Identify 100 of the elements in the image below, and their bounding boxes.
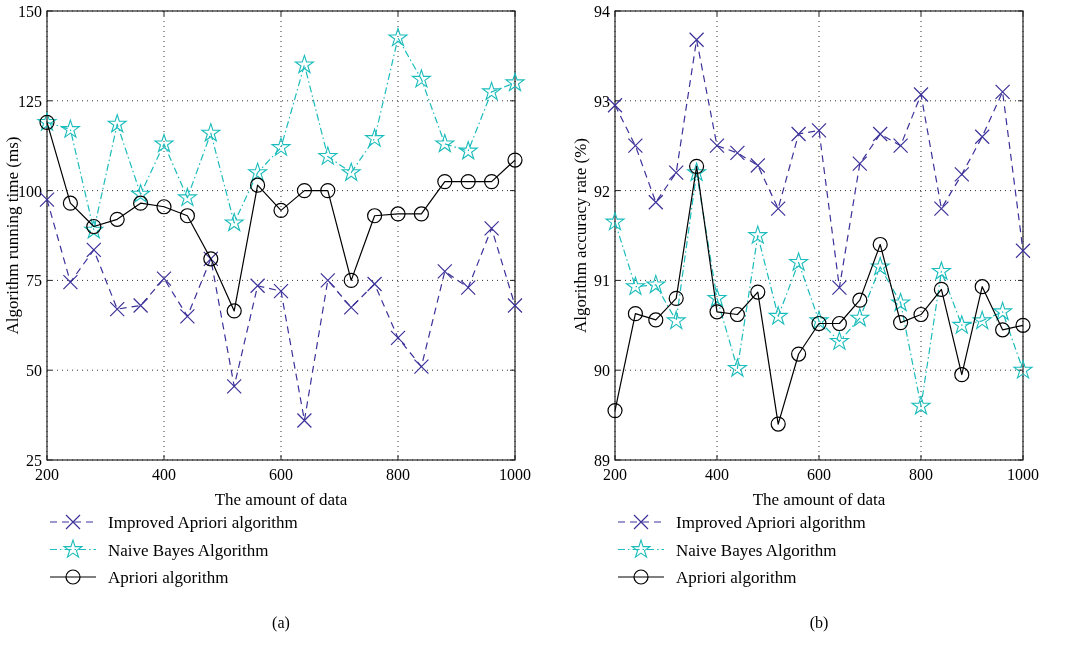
point [933, 200, 949, 217]
x-tick-label: 800 [386, 466, 410, 483]
point [131, 184, 151, 203]
legend-label: Naive Bayes Algorithm [108, 540, 269, 560]
point [850, 308, 870, 327]
point [709, 304, 725, 320]
point [748, 225, 768, 244]
point [852, 156, 868, 172]
point [789, 252, 809, 271]
point [625, 276, 645, 295]
y-tick-label: 92 [594, 182, 610, 200]
point [707, 288, 727, 307]
legend-label: Improved Apriori algorithm [676, 513, 866, 532]
legend-label: Naive Bayes Algorithm [676, 540, 837, 560]
point [250, 278, 266, 294]
point [829, 331, 849, 350]
point [891, 292, 911, 312]
point [271, 137, 291, 156]
x-axis-title: The amount of data [752, 490, 886, 509]
point [666, 310, 686, 329]
point [460, 174, 476, 190]
point [648, 194, 664, 210]
point [952, 315, 972, 334]
point [413, 359, 429, 375]
point [177, 187, 197, 206]
y-tick-label: 94 [594, 3, 610, 20]
point [911, 396, 931, 415]
point [60, 119, 80, 138]
point [995, 84, 1011, 100]
point [320, 183, 336, 199]
point [750, 284, 766, 300]
point [458, 141, 478, 160]
point [388, 27, 408, 47]
point [437, 174, 453, 190]
point [972, 310, 992, 329]
point [913, 306, 929, 323]
point [974, 129, 990, 145]
point [852, 292, 868, 308]
point [627, 138, 643, 154]
point [86, 242, 102, 258]
point [727, 358, 747, 377]
point [831, 279, 847, 296]
y-tick-label: 91 [594, 272, 610, 290]
point [62, 195, 78, 211]
point [62, 274, 78, 290]
x-tick-label: 400 [705, 466, 729, 483]
y-axis-title: Algorithm accuracy rate (%) [571, 138, 590, 333]
point [791, 346, 807, 362]
x-tick-label: 200 [603, 466, 627, 483]
point [367, 276, 383, 292]
point [250, 177, 266, 193]
point [296, 412, 312, 429]
point [273, 202, 289, 218]
point [179, 208, 195, 224]
point [791, 126, 807, 142]
point [390, 330, 406, 346]
point [294, 54, 314, 74]
point [460, 279, 476, 296]
y-tick-label: 125 [18, 92, 42, 110]
x-tick-label: 600 [269, 466, 293, 483]
point [365, 128, 385, 147]
x-tick-label: 800 [909, 466, 933, 483]
point [226, 378, 242, 394]
point [109, 301, 125, 317]
point [109, 211, 125, 227]
point [133, 195, 149, 211]
point [84, 220, 104, 239]
point [226, 303, 242, 319]
legend-label: Apriori algorithm [108, 568, 229, 587]
y-tick-label: 90 [594, 362, 610, 380]
point [411, 69, 431, 88]
point [646, 274, 666, 294]
point [507, 297, 523, 314]
point [224, 212, 244, 232]
point [974, 279, 990, 295]
point [687, 162, 707, 181]
point [729, 145, 745, 161]
point [107, 114, 127, 133]
point [933, 281, 949, 297]
x-tick-label: 1000 [499, 466, 531, 483]
point [1015, 317, 1031, 333]
point [437, 263, 453, 280]
point [156, 199, 172, 215]
point [668, 165, 684, 181]
point [954, 367, 970, 383]
point [248, 162, 268, 181]
x-tick-label: 400 [152, 466, 176, 483]
point [1015, 243, 1031, 259]
point [343, 272, 359, 288]
y-tick-label: 150 [18, 3, 42, 20]
point [154, 133, 174, 153]
point [367, 208, 383, 224]
x-tick-label: 1000 [1007, 466, 1039, 483]
x-axis-title: The amount of data [214, 490, 348, 509]
point [809, 310, 829, 329]
point [390, 206, 406, 222]
point [954, 166, 970, 183]
point [343, 299, 359, 315]
point [893, 138, 909, 154]
point [668, 290, 684, 306]
